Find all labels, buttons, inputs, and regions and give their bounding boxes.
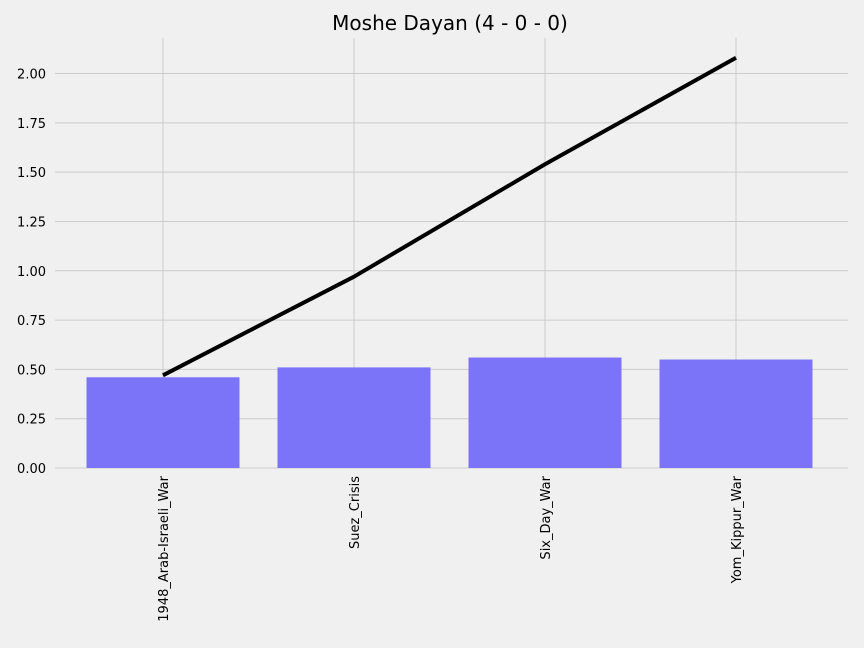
y-tick-label: 0.50	[17, 363, 46, 378]
bar-suez_crisis	[277, 367, 431, 468]
line-layer	[162, 55, 737, 378]
bar-yom_kippur_war	[659, 359, 813, 468]
y-tick-label: 0.25	[17, 413, 46, 428]
y-tick-label: 2.00	[17, 68, 46, 83]
line-series	[162, 55, 737, 378]
x-tick-label: 1948_Arab-Israeli_War	[157, 475, 172, 621]
y-tick-label: 1.25	[17, 215, 46, 230]
y-tick-label: 1.50	[17, 166, 46, 181]
x-tick-label: Suez_Crisis	[348, 476, 363, 549]
x-tick-label: Six_Day_War	[539, 475, 554, 559]
y-tick-label: 0.00	[17, 462, 46, 477]
x-axis-ticks: 1948_Arab-Israeli_War Suez_Crisis Six_Day_…	[157, 475, 745, 621]
y-tick-label: 1.00	[17, 265, 46, 280]
bar-layer	[86, 357, 813, 468]
bar-six_day_war	[468, 357, 622, 468]
y-tick-label: 1.75	[17, 117, 46, 132]
bar-1948_arab-israeli_war	[86, 377, 240, 468]
chart-title: Moshe Dayan (4 - 0 - 0)	[332, 11, 568, 35]
x-tick-label: Yom_Kippur_War	[730, 475, 745, 584]
y-axis-ticks: 0.00 0.25 0.50 0.75 1.00 1.25 1.50 1.75 2.00	[17, 68, 46, 477]
y-tick-label: 0.75	[17, 314, 46, 329]
